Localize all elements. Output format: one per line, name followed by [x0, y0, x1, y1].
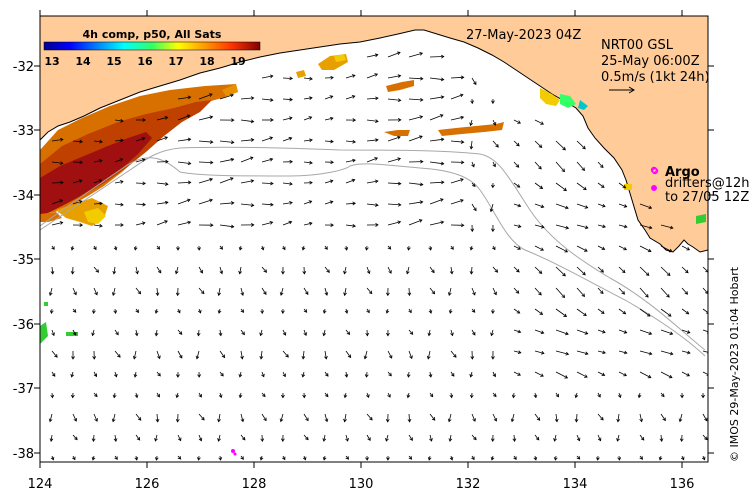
map-date: 27-May-2023 04Z: [466, 28, 581, 43]
argo-legend-title: Argo: [665, 165, 700, 180]
bathymetry-contours: [40, 146, 706, 357]
x-axis-labels: 124 126 128 130 132 134 136: [28, 477, 695, 492]
y-tick-label: -35: [13, 253, 34, 268]
y-tick-label: -38: [13, 447, 34, 462]
product-valid-time: 25-May 06:00Z: [601, 54, 700, 69]
product-name: NRT00 GSL: [601, 38, 674, 53]
x-tick-label: 134: [563, 477, 588, 492]
argo-legend-line2: to 27/05 12Z: [665, 190, 749, 205]
y-tick-label: -36: [13, 318, 34, 333]
colorbar-tick: 15: [106, 55, 121, 68]
colorbar-tick: 14: [75, 55, 91, 68]
credit-text: © IMOS 29-May-2023 01:04 Hobart: [728, 266, 741, 462]
colorbar-tick: 17: [168, 55, 183, 68]
x-tick-label: 126: [135, 477, 160, 492]
current-vectors: [48, 51, 708, 461]
colorbar-title: 4h comp, p50, All Sats: [83, 28, 222, 41]
argo-drifter-markers: [231, 166, 658, 456]
colorbar-tick: 16: [137, 55, 153, 68]
map-plot-area: [34, 10, 714, 468]
y-axis-labels: -32 -33 -34 -35 -36 -37 -38: [13, 60, 34, 462]
y-tick-label: -32: [13, 60, 34, 75]
colorbar-tick: 13: [44, 55, 59, 68]
x-tick-label: 130: [349, 477, 374, 492]
colorbar-tick: 19: [230, 55, 245, 68]
plot-frame: [39, 15, 709, 463]
x-tick-label: 132: [456, 477, 481, 492]
vector-scale-label: 0.5m/s (1kt 24h): [601, 70, 710, 85]
colorbar-tick: 18: [199, 55, 214, 68]
x-tick-label: 124: [28, 477, 53, 492]
vector-scale-arrow: [609, 86, 635, 94]
y-tick-label: -34: [13, 189, 34, 204]
colorbar: 4h comp, p50, All Sats 13 14 15 16 17 18…: [43, 28, 261, 68]
axis-ticks: [34, 10, 714, 468]
y-tick-label: -33: [13, 124, 34, 139]
x-tick-label: 136: [670, 477, 695, 492]
argo-legend-line1: drifters@12h: [665, 176, 750, 191]
colorbar-gradient: [43, 41, 261, 51]
argo-legend: Argo drifters@12h to 27/05 12Z: [651, 165, 750, 205]
sst-patches: [40, 54, 706, 344]
x-tick-label: 128: [242, 477, 267, 492]
y-tick-label: -37: [13, 382, 34, 397]
